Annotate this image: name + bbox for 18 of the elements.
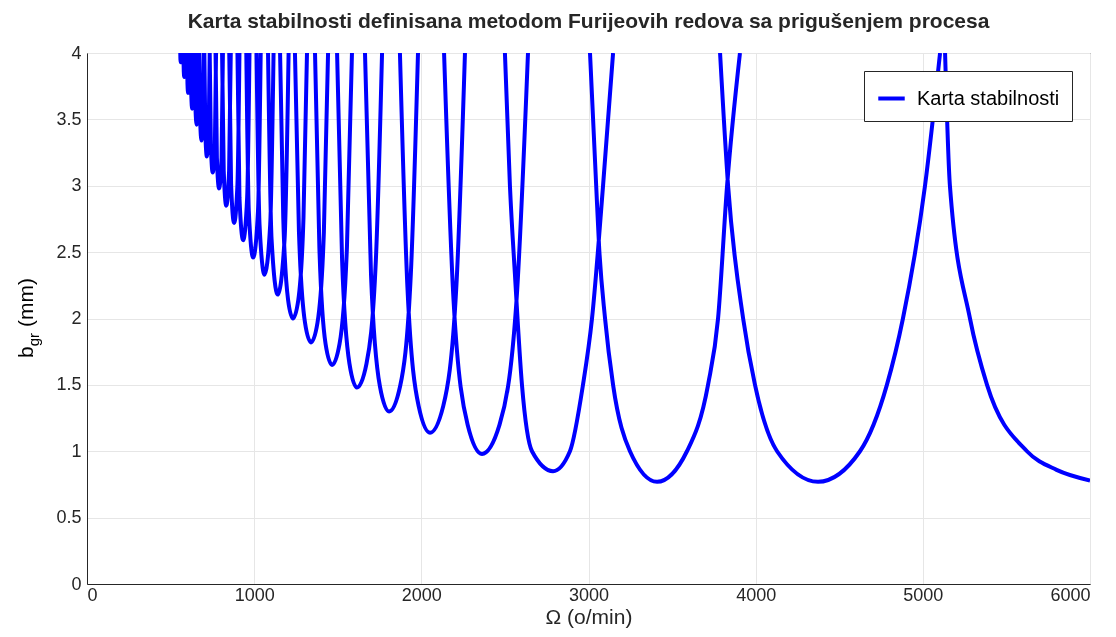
x-tick-label: 5000 (903, 584, 944, 605)
x-tick-label: 1000 (234, 584, 275, 605)
x-tick-label: 4000 (736, 584, 777, 605)
y-tick-label: 2.5 (56, 241, 82, 262)
y-tick-label: 2 (71, 308, 82, 328)
x-axis-title: Ω (o/min) (545, 604, 633, 628)
x-tick-label: 2000 (401, 584, 442, 605)
x-tick-label: 6000 (1050, 584, 1091, 605)
y-tick-label: 1 (71, 440, 82, 461)
y-tick-label: 3.5 (56, 108, 82, 129)
legend-label: Karta stabilnosti (917, 86, 1060, 109)
y-tick-label: 0.5 (56, 507, 82, 528)
y-tick-label: 1.5 (56, 374, 82, 395)
y-tick-label: 4 (71, 42, 82, 63)
x-tick-label: 3000 (568, 584, 610, 605)
y-tick-label: 3 (71, 175, 82, 196)
x-tick-label: 0 (87, 584, 98, 605)
chart-title: Karta stabilnosti definisana metodom Furijeovih redova sa prigušenjem procesa (187, 9, 990, 32)
